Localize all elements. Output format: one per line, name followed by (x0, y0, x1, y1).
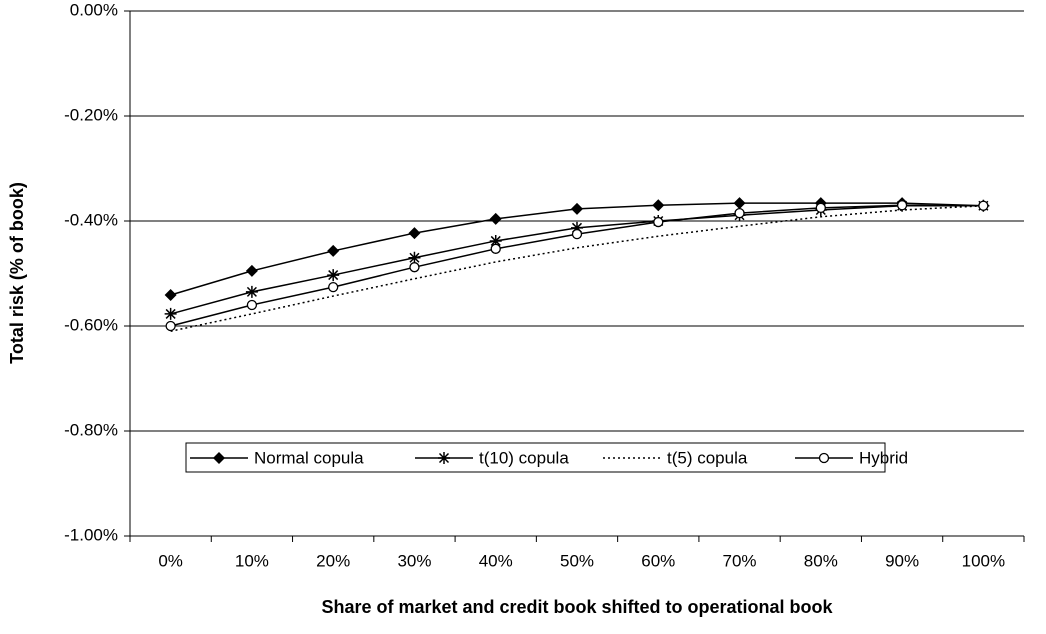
marker (327, 269, 340, 282)
legend-box (185, 442, 886, 473)
marker (408, 251, 421, 264)
marker (408, 227, 421, 240)
marker (409, 262, 420, 273)
x-tick-label: 20% (316, 551, 350, 570)
marker (164, 307, 177, 320)
marker (733, 197, 746, 210)
marker (328, 281, 339, 293)
marker (978, 200, 989, 211)
marker (571, 202, 583, 215)
x-tick-label: 0% (158, 551, 183, 570)
y-tick-label: 0.00% (70, 0, 118, 19)
x-axis-title: Share of market and credit book shifted … (321, 597, 833, 617)
marker (734, 207, 745, 219)
y-tick-label: -0.60% (64, 315, 118, 334)
marker (489, 234, 502, 247)
marker (571, 221, 583, 234)
legend-label: t(5) copula (667, 448, 748, 467)
y-tick-label: -0.20% (64, 105, 118, 124)
marker (164, 289, 177, 302)
marker (327, 244, 340, 257)
legend-label: t(10) copula (479, 448, 569, 467)
marker (652, 199, 665, 212)
x-tick-label: 60% (641, 551, 675, 570)
x-tick-label: 40% (479, 551, 513, 570)
marker (818, 452, 830, 464)
y-tick-label: -1.00% (64, 525, 118, 544)
legend-label: Hybrid (859, 448, 908, 467)
y-axis-title: Total risk (% of book) (7, 182, 27, 364)
marker (165, 320, 176, 332)
marker (490, 243, 501, 254)
x-tick-label: 70% (723, 551, 757, 570)
marker (653, 216, 664, 228)
x-tick-label: 10% (235, 551, 269, 570)
x-tick-label: 30% (397, 551, 431, 570)
marker (489, 212, 502, 225)
x-tick-label: 50% (560, 551, 594, 570)
marker (213, 452, 225, 464)
marker (815, 202, 826, 214)
y-tick-label: -0.40% (64, 210, 118, 229)
marker (438, 452, 450, 464)
series-line (170, 202, 984, 296)
marker (245, 285, 258, 298)
x-tick-label: 100% (962, 551, 1005, 570)
marker (246, 299, 258, 311)
x-tick-label: 80% (804, 551, 838, 570)
legend-label: Normal copula (254, 448, 364, 467)
y-tick-label: -0.80% (64, 420, 118, 439)
x-tick-label: 90% (885, 551, 919, 570)
marker (571, 228, 583, 240)
marker (896, 200, 908, 211)
marker (245, 264, 258, 277)
